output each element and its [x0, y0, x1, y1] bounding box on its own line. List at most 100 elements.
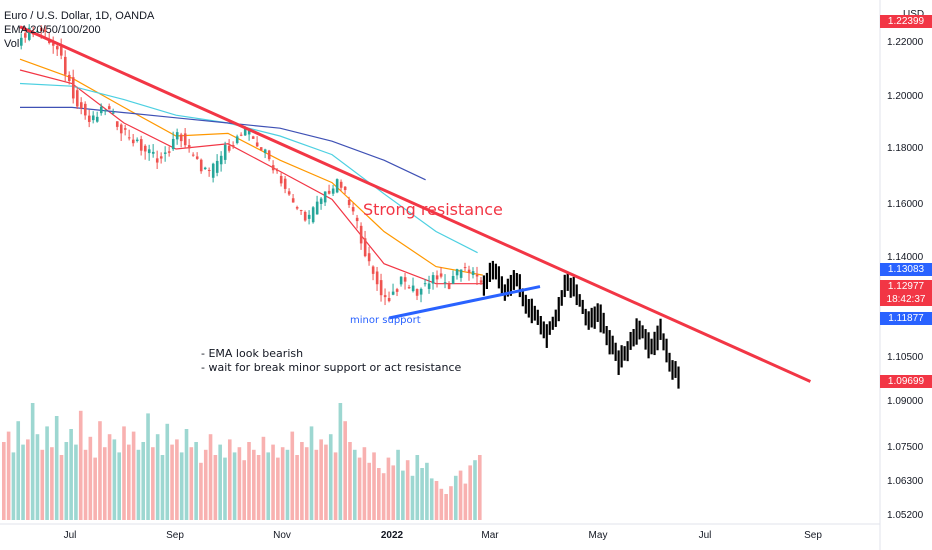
candle-body [307, 214, 311, 219]
volume-bar [338, 403, 343, 520]
candle-body [411, 285, 415, 292]
volume-bar [98, 421, 102, 520]
projection-bar [599, 304, 602, 333]
projection-bar [500, 276, 503, 296]
projection-bar [530, 298, 533, 324]
projection-bar [494, 263, 497, 280]
volume-bar [434, 481, 439, 520]
volume-bar [261, 436, 266, 520]
projection-bar [527, 299, 530, 318]
projection-bar [554, 309, 557, 327]
volume-bar [266, 452, 271, 520]
volume-bar [333, 452, 338, 520]
volume-bar [45, 426, 49, 520]
volume-bar [117, 452, 121, 520]
candle-body [75, 90, 79, 107]
candle-body [435, 275, 439, 280]
volume-bar [444, 494, 448, 520]
candle-body [83, 103, 87, 116]
volume-bar [391, 465, 396, 520]
volume-bar [141, 442, 146, 520]
candle-body [71, 77, 75, 99]
projection-bar [587, 311, 590, 330]
projection-bar [566, 271, 569, 291]
volume-bar [151, 447, 155, 520]
volume-bar [458, 470, 463, 520]
time-tick-label: Jul [63, 530, 77, 541]
candle-body [263, 149, 267, 154]
candle-body [59, 46, 63, 56]
projection-bar [569, 277, 572, 298]
candle-body [271, 165, 275, 171]
projection-bar [512, 270, 515, 290]
countdown-tag: 18:42:37 [880, 293, 932, 306]
volume-bar [127, 444, 131, 520]
trend-lines[interactable] [19, 25, 812, 383]
projection-bar [557, 297, 560, 322]
candle-body [211, 163, 215, 178]
volume-bar [280, 447, 285, 520]
candle-body [395, 289, 399, 292]
volume-bar [232, 452, 237, 520]
candle-body [439, 273, 443, 277]
volume-bar [247, 442, 251, 520]
volume-bar [324, 444, 328, 520]
volume-bar [242, 460, 247, 520]
volume-bar [146, 413, 150, 520]
price-tick-label: 1.06300 [887, 476, 924, 487]
symbol-title[interactable]: Euro / U.S. Dollar, 1D, OANDA [4, 10, 155, 22]
ema-indicator-label[interactable]: EMA 20/50/100/200 [4, 24, 101, 36]
candle-body [199, 159, 203, 172]
price-tick-label: 1.14000 [887, 252, 924, 263]
candle-body [267, 150, 271, 160]
candle-body [403, 277, 407, 282]
candle-body [227, 145, 231, 151]
volume-bar [477, 455, 482, 520]
volume-bar [102, 447, 107, 520]
volume-bars [2, 403, 482, 520]
volume-bar [256, 455, 261, 520]
volume-bar [415, 455, 420, 520]
candle-body [315, 201, 319, 215]
volume-bar [59, 455, 64, 520]
candle-body [135, 139, 139, 141]
volume-bar [410, 475, 415, 520]
projection-bar [515, 273, 518, 287]
projection-bar [485, 272, 488, 290]
projection-bar [545, 324, 548, 348]
volume-bar [54, 416, 59, 520]
volume-bar [348, 442, 352, 520]
note-line-1: - EMA look bearish [201, 347, 304, 360]
candle-body [283, 178, 287, 189]
projection-bar [632, 328, 635, 347]
candle-body [279, 175, 283, 184]
candle-body [143, 145, 147, 152]
volume-bar [78, 410, 83, 520]
candle-body [419, 288, 423, 295]
volume-bar [425, 462, 429, 520]
candle-body [303, 211, 307, 221]
volume-bar [271, 444, 275, 520]
candle-body [151, 151, 155, 154]
projection-bar [650, 338, 653, 355]
ema200-line [20, 106, 426, 181]
volume-indicator-label[interactable]: Vol [4, 38, 20, 50]
candle-body [407, 287, 411, 289]
volume-bar [381, 473, 386, 520]
volume-bar [218, 444, 222, 520]
volume-bar [208, 434, 213, 520]
projection-bar [488, 262, 491, 282]
candle-body [139, 139, 143, 151]
candle-body [351, 207, 355, 212]
candle-body [119, 124, 123, 134]
price-tick-label: 1.07500 [887, 442, 924, 453]
projection-bar [617, 350, 620, 375]
volume-bar [6, 431, 11, 520]
price-tick-label: 1.18000 [887, 143, 924, 154]
candle-body [327, 190, 331, 194]
projection-bar [674, 361, 677, 378]
projection-bar [635, 318, 638, 345]
volume-bar [50, 447, 54, 520]
candle-body [87, 115, 91, 122]
